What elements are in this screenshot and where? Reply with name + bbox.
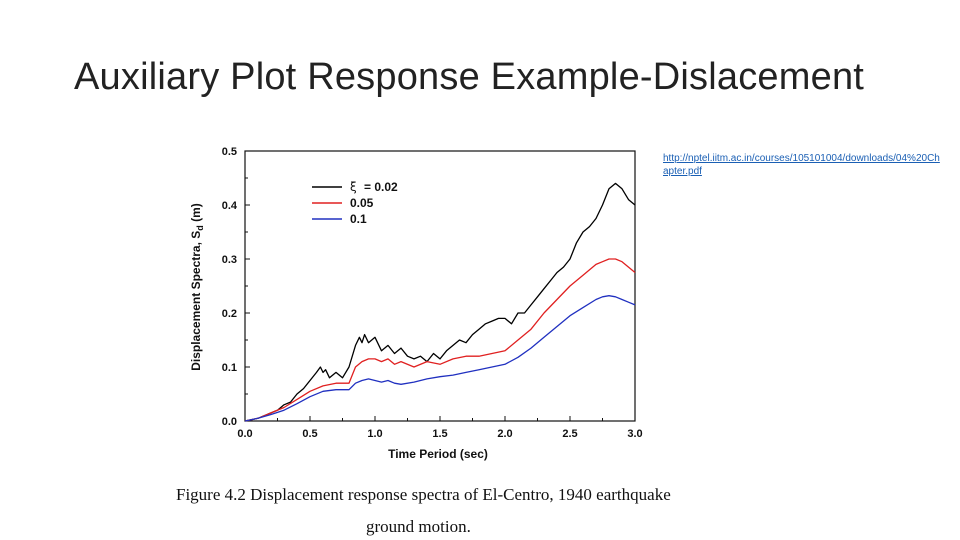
x-tick-label: 3.0	[627, 428, 642, 440]
legend: ξ = 0.02 0.05 0.1	[312, 180, 398, 226]
figure-caption-continued: ground motion.	[366, 517, 471, 536]
plot-frame	[244, 150, 636, 422]
y-axis-ticks: 0.0 0.1 0.2 0.3 0.4 0.5	[222, 146, 250, 428]
series-lines	[244, 182, 636, 422]
source-link[interactable]: http://nptel.iitm.ac.in/courses/10510100…	[663, 153, 940, 177]
x-tick-label: 0.0	[237, 428, 252, 440]
y-axis-label-subscript: d	[195, 225, 205, 231]
x-tick-label: 2.5	[562, 428, 577, 440]
x-tick-label: 1.0	[367, 428, 382, 440]
x-axis-ticks: 0.0 0.5 1.0 1.5 2.0 2.5 3.0	[237, 416, 643, 440]
legend-label: 0.1	[350, 212, 367, 226]
y-tick-label: 0.1	[222, 362, 237, 374]
legend-label: = 0.02	[364, 180, 398, 194]
series-line-1	[244, 258, 636, 422]
x-tick-label: 2.0	[497, 428, 512, 440]
y-tick-label: 0.2	[222, 308, 237, 320]
x-axis-label: Time Period (sec)	[388, 447, 488, 461]
x-tick-label: 0.5	[302, 428, 317, 440]
legend-symbol: ξ	[350, 180, 357, 194]
series-line-0	[244, 182, 636, 422]
y-tick-label: 0.0	[222, 416, 237, 428]
y-axis-label-main: Displacement Spectra, S	[189, 231, 203, 371]
legend-label: 0.05	[350, 196, 374, 210]
slide-title: Auxiliary Plot Response Example-Dislacem…	[74, 56, 865, 98]
x-tick-label: 1.5	[432, 428, 447, 440]
y-tick-label: 0.5	[222, 146, 237, 158]
y-axis-label: Displacement Spectra, Sd (m)	[189, 203, 205, 371]
y-tick-label: 0.3	[222, 254, 237, 266]
y-axis-label-unit: (m)	[189, 203, 203, 225]
figure-caption: Figure 4.2 Displacement response spectra…	[176, 485, 671, 504]
series-line-2	[244, 295, 636, 422]
y-tick-label: 0.4	[222, 200, 238, 212]
